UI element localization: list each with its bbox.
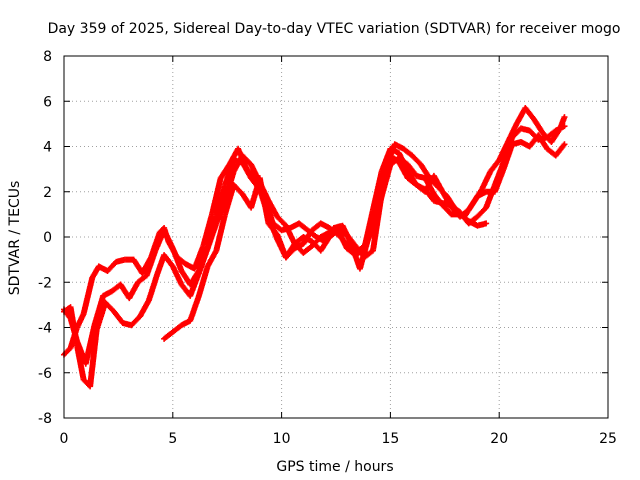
series-track-4	[161, 154, 490, 342]
x-axis-label: GPS time / hours	[276, 459, 393, 475]
grid-lines	[64, 56, 608, 418]
x-tick-label: 20	[490, 431, 508, 447]
chart-title: Day 359 of 2025, Sidereal Day-to-day VTE…	[48, 21, 621, 37]
y-tick-label: 2	[43, 185, 52, 201]
plot-frame	[63, 55, 609, 419]
x-tick-label: 15	[381, 431, 399, 447]
y-tick-label: -6	[38, 366, 52, 382]
y-tick-label: 6	[43, 94, 52, 110]
y-axis-label: SDTVAR / TECUs	[7, 181, 23, 296]
x-tick-label: 5	[168, 431, 177, 447]
series-track-3	[61, 132, 568, 390]
y-tick-label: 8	[43, 49, 52, 65]
x-tick-label: 10	[273, 431, 291, 447]
y-tick-label: 4	[43, 140, 52, 156]
y-tick-label: -2	[38, 275, 52, 291]
x-tick-label: 25	[599, 431, 617, 447]
data-points	[61, 105, 568, 390]
y-tick-label: -8	[38, 411, 52, 427]
axis-ticks: 0 5 10 15 20 25 -8 -6 -4 -2 0 2 4 6 8	[38, 49, 617, 447]
series-trail	[62, 133, 567, 389]
x-tick-label: 0	[60, 431, 69, 447]
y-tick-label: 0	[43, 230, 52, 246]
series-trail	[162, 155, 488, 341]
y-tick-label: -4	[38, 321, 52, 337]
